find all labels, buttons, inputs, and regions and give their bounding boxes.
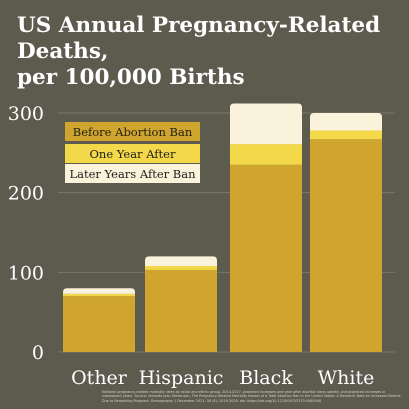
source-footnote: National pregnancy-related mortality rat… — [102, 390, 401, 403]
y-tick-label: 200 — [8, 183, 44, 205]
bar-hispanic-later-years — [145, 256, 217, 266]
bar-white-before — [310, 139, 382, 352]
bar-other-later-years — [63, 288, 135, 294]
x-tick-label: Other — [71, 367, 128, 389]
bar-white-one-year-after — [310, 130, 382, 140]
legend-label: Before Abortion Ban — [73, 125, 193, 139]
chart-title: US Annual Pregnancy-Related Deaths, per … — [17, 13, 381, 90]
bar-black-before — [230, 164, 302, 352]
y-tick-label: 300 — [8, 103, 44, 125]
bar-hispanic-one-year-after — [145, 265, 217, 270]
bar-hispanic-before — [145, 269, 217, 352]
y-tick-label: 0 — [32, 342, 44, 364]
x-tick-label: Black — [239, 367, 293, 389]
bar-white-later-years — [310, 113, 382, 131]
x-tick-label: Hispanic — [139, 367, 224, 389]
legend-label: Later Years After Ban — [69, 167, 196, 181]
legend-swatch-later-years — [65, 164, 200, 183]
x-tick-label: White — [318, 367, 375, 389]
bar-other-before — [63, 296, 135, 352]
legend-swatch-one-year-after — [65, 144, 200, 163]
bar-other-one-year-after — [63, 293, 135, 297]
legend-label: One Year After — [90, 147, 176, 161]
bar-black-later-years — [230, 103, 302, 145]
y-tick-label: 100 — [8, 262, 44, 284]
legend-swatch-before — [65, 122, 200, 141]
bar-black-one-year-after — [230, 144, 302, 165]
